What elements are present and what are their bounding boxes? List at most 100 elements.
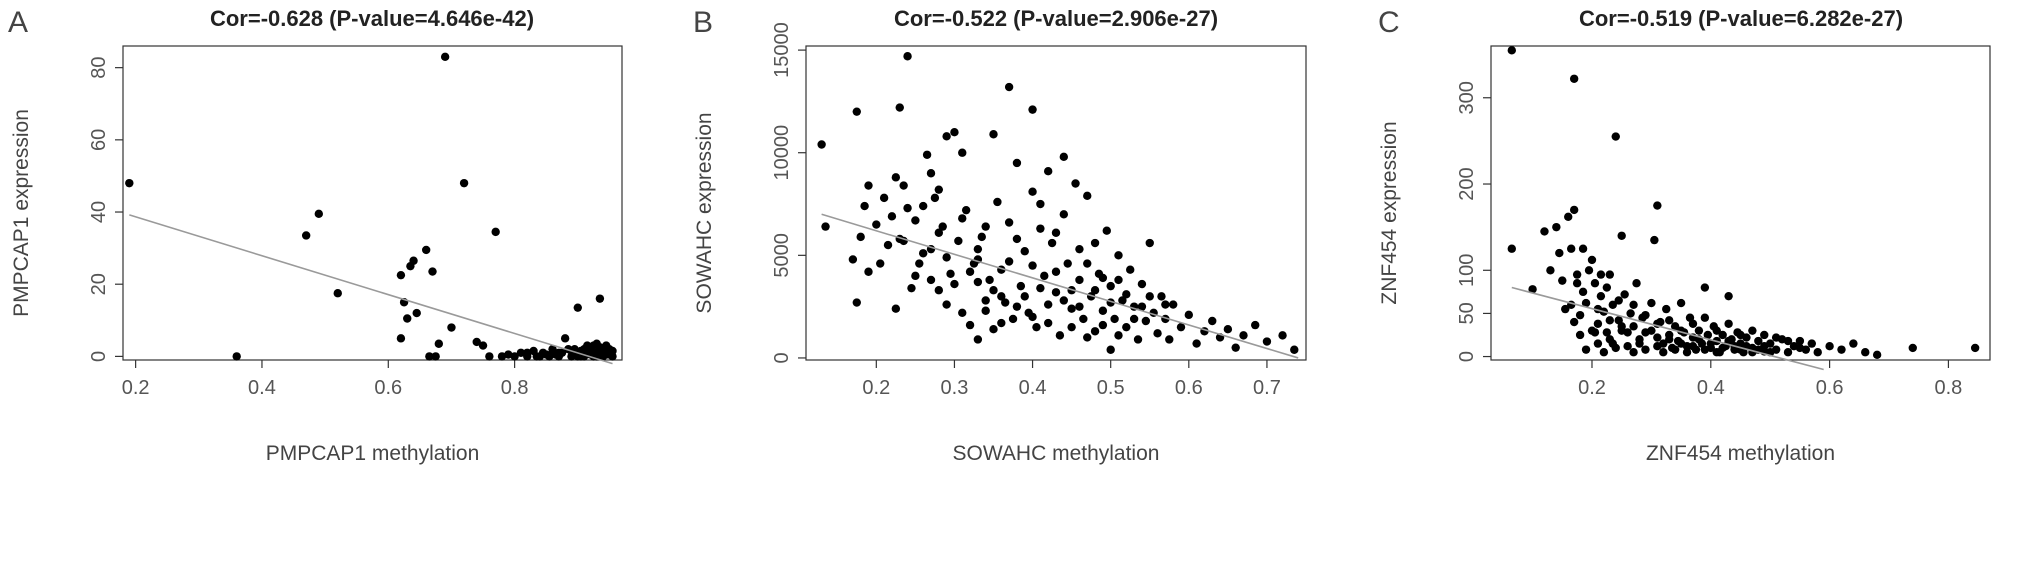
data-point bbox=[1079, 314, 1088, 324]
data-point bbox=[946, 269, 955, 279]
data-point bbox=[1090, 238, 1100, 248]
y-tick-label: 300 bbox=[1456, 81, 1478, 114]
data-point bbox=[1629, 322, 1638, 331]
data-point bbox=[1849, 339, 1858, 348]
data-point bbox=[1724, 336, 1733, 346]
y-tick-label: 50 bbox=[1456, 302, 1478, 324]
data-point bbox=[1063, 259, 1072, 268]
data-point bbox=[573, 303, 582, 312]
data-point bbox=[1208, 316, 1217, 326]
data-point bbox=[1507, 244, 1516, 253]
data-point bbox=[447, 323, 456, 332]
data-point bbox=[1760, 341, 1769, 351]
data-point bbox=[1043, 166, 1053, 176]
x-tick-label: 0.3 bbox=[941, 377, 969, 399]
y-tick-label: 100 bbox=[1456, 254, 1478, 287]
data-point bbox=[1110, 314, 1119, 324]
scatter-panel-b: B Cor=-0.522 (P-value=2.906e-27) 0.2 0.3 0.4… bbox=[693, 6, 1307, 465]
data-point bbox=[1670, 345, 1680, 354]
data-point bbox=[1754, 336, 1763, 346]
data-point bbox=[1098, 320, 1108, 330]
data-point bbox=[1020, 247, 1029, 256]
data-point bbox=[551, 350, 560, 359]
data-point bbox=[523, 348, 532, 357]
data-point bbox=[1051, 228, 1061, 237]
data-point bbox=[1552, 222, 1561, 232]
panel-letter: B bbox=[693, 6, 713, 39]
data-point bbox=[1122, 322, 1131, 332]
data-point bbox=[817, 140, 826, 149]
data-point bbox=[1145, 292, 1154, 301]
data-point bbox=[1192, 339, 1201, 348]
data-point bbox=[1682, 348, 1692, 357]
data-point bbox=[1620, 290, 1629, 299]
data-point bbox=[958, 148, 967, 157]
data-point bbox=[926, 169, 936, 178]
data-point bbox=[1578, 244, 1588, 253]
data-point bbox=[440, 52, 450, 62]
data-point bbox=[1837, 345, 1846, 354]
data-point bbox=[958, 308, 967, 317]
chart-title: Cor=-0.522 (P-value=2.906e-27) bbox=[894, 6, 1218, 31]
data-point bbox=[872, 220, 881, 229]
data-point bbox=[605, 348, 614, 357]
data-point bbox=[973, 277, 983, 287]
data-point bbox=[942, 132, 951, 141]
data-point bbox=[1569, 74, 1579, 83]
y-tick-label: 60 bbox=[88, 129, 110, 151]
data-point bbox=[907, 283, 916, 293]
data-point bbox=[1032, 322, 1041, 332]
y-tick-label: 15000 bbox=[771, 22, 793, 78]
data-point bbox=[333, 289, 342, 298]
data-point bbox=[993, 197, 1002, 207]
data-point bbox=[396, 334, 406, 343]
data-point bbox=[1223, 325, 1233, 334]
data-point bbox=[879, 193, 889, 203]
data-point bbox=[1700, 313, 1710, 322]
data-point bbox=[1611, 132, 1620, 141]
data-point bbox=[989, 130, 998, 139]
data-point bbox=[1688, 319, 1698, 328]
data-point bbox=[1566, 244, 1576, 253]
data-point bbox=[1051, 288, 1061, 297]
data-point bbox=[1596, 270, 1606, 279]
data-point bbox=[997, 292, 1006, 301]
data-point bbox=[1700, 283, 1710, 292]
data-point bbox=[1590, 328, 1600, 337]
data-point bbox=[1632, 279, 1641, 288]
data-point bbox=[911, 216, 920, 225]
data-point bbox=[403, 314, 412, 323]
data-point bbox=[1561, 304, 1570, 314]
data-point bbox=[1540, 227, 1549, 236]
data-point bbox=[1141, 316, 1151, 326]
data-point bbox=[1712, 326, 1721, 335]
data-point bbox=[1157, 292, 1166, 301]
data-point bbox=[942, 300, 951, 309]
data-point bbox=[1036, 199, 1045, 209]
data-point bbox=[1059, 210, 1069, 219]
y-tick-label: 10000 bbox=[771, 125, 793, 181]
data-point bbox=[1578, 287, 1588, 297]
data-point bbox=[852, 107, 861, 116]
data-point bbox=[891, 304, 901, 313]
y-tick-label: 40 bbox=[88, 201, 110, 223]
data-point bbox=[1626, 309, 1635, 318]
data-point bbox=[396, 270, 406, 280]
data-point bbox=[1861, 348, 1870, 357]
data-point bbox=[1688, 341, 1698, 351]
data-point bbox=[1602, 328, 1612, 337]
data-point bbox=[1572, 279, 1582, 288]
data-point bbox=[887, 212, 897, 221]
data-point bbox=[911, 271, 920, 281]
x-tick-label: 0.2 bbox=[1578, 377, 1606, 399]
data-point bbox=[1114, 251, 1123, 260]
data-point bbox=[1090, 327, 1100, 336]
data-point bbox=[1584, 266, 1594, 275]
data-point bbox=[950, 127, 959, 137]
data-point bbox=[981, 306, 990, 315]
data-point bbox=[598, 348, 608, 357]
x-tick-label: 0.8 bbox=[501, 377, 529, 399]
data-point bbox=[1712, 348, 1721, 357]
data-point bbox=[1004, 218, 1014, 227]
